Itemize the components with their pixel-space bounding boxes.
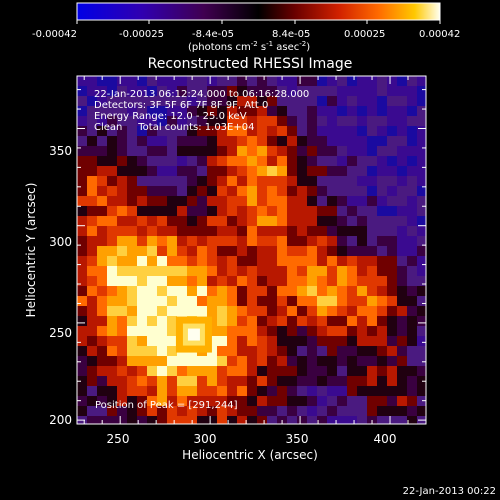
plot-frame	[76, 75, 427, 425]
colorbar-tick-label: 0.00042	[419, 29, 460, 40]
info-line-clean: Clean Total counts: 1.03E+04	[94, 122, 254, 133]
info-line-time: 22-Jan-2013 06:12:24.000 to 06:16:28.000	[94, 89, 309, 100]
info-overlay: 22-Jan-2013 06:12:24.000 to 06:16:28.000…	[94, 89, 309, 133]
peak-marker	[187, 328, 200, 341]
rhessi-image	[77, 76, 426, 424]
x-tick-label: 300	[194, 432, 217, 446]
colorbar-tick-label: 0.00025	[344, 29, 385, 40]
plot-title: Reconstructed RHESSI Image	[148, 56, 353, 72]
colorbar: -0.00042 -0.00025 -8.4e-05 8.4e-05 0.000…	[32, 2, 460, 53]
colorbar-tick-label: -0.00025	[119, 29, 164, 40]
timestamp: 22-Jan-2013 00:22	[403, 486, 496, 497]
y-tick-label: 300	[49, 235, 72, 249]
y-tick-label: 200	[49, 413, 72, 427]
info-line-detectors: Detectors: 3F 5F 6F 7F 8F 9F, Att 0	[94, 100, 268, 111]
x-axis-label: Heliocentric X (arcsec)	[182, 448, 318, 462]
colorbar-gradient	[76, 2, 441, 21]
x-tick-label: 350	[286, 432, 309, 446]
axis-ticks	[77, 76, 427, 424]
x-tick-label: 400	[374, 432, 397, 446]
colorbar-tick-label: -0.00042	[32, 29, 77, 40]
image-pixels	[77, 76, 426, 424]
colorbar-ticks	[76, 20, 441, 24]
colorbar-tick-label: -8.4e-05	[192, 29, 234, 40]
y-tick-label: 250	[49, 326, 72, 340]
x-tick-label: 250	[107, 432, 130, 446]
colorbar-unit-label: (photons cm-2 s-1 asec-2)	[188, 40, 310, 53]
peak-position-label: Position of Peak = [291,244]	[95, 400, 238, 411]
colorbar-tick-label: 8.4e-05	[272, 29, 310, 40]
y-axis-label: Heliocentric Y (arcsec)	[24, 183, 38, 318]
y-tick-label: 350	[49, 144, 72, 158]
info-line-energy: Energy Range: 12.0 - 25.0 keV	[94, 111, 247, 122]
